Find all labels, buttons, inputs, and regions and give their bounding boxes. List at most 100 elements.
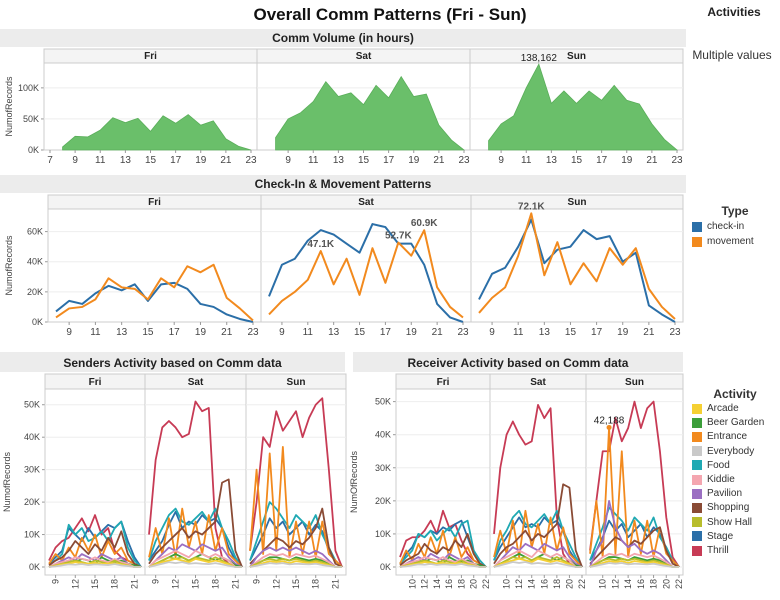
senders-ytick-label: 10K	[24, 530, 40, 540]
comm-volume-sun-xtick-label: 11	[521, 155, 532, 166]
checkin-sat-xtick-label: 19	[406, 327, 418, 338]
checkin-sat-xtick-label: 23	[457, 327, 469, 338]
activity-legend-item[interactable]: Show Hall	[692, 517, 752, 528]
type-legend-label: movement	[707, 236, 754, 247]
senders-sun-everybody-line	[249, 562, 342, 568]
senders-sun-kiddie-line	[249, 553, 342, 568]
comm-volume-sun-xtick-label: 23	[671, 155, 683, 166]
senders-ylabel: NumofRecords	[2, 451, 12, 512]
activities-filter-value[interactable]: Multiple values	[692, 48, 771, 62]
senders-sat-entrance-line	[148, 507, 243, 568]
checkin-fri-movement-line	[55, 263, 254, 322]
activity-legend-item[interactable]: Arcade	[692, 403, 739, 414]
comm-volume-sat-xtick-label: 13	[333, 155, 345, 166]
comm-volume-sun-xtick-label: 17	[596, 155, 608, 166]
activity-legend-label: Kiddie	[707, 474, 735, 485]
activity-swatch	[692, 431, 702, 442]
receivers-sat-xtick-label: 16	[539, 579, 549, 589]
checkin-sat-xtick-label: 15	[354, 327, 366, 338]
senders-fri-xtick-label: 15	[90, 579, 100, 589]
comm-volume-ylabel: NumofRecords	[4, 76, 14, 137]
senders-title-bg	[0, 352, 345, 372]
checkin-sun-xtick-label: 13	[539, 327, 551, 338]
checkin-ytick-label: 60K	[27, 227, 43, 237]
comm-volume-sun-xtick-label: 9	[498, 155, 504, 166]
senders-sun-xtick-label: 9	[252, 579, 262, 584]
activity-legend-item[interactable]: Kiddie	[692, 474, 735, 485]
checkin-sat-movement-line	[268, 229, 464, 319]
comm-volume-fri-header: Fri	[144, 51, 157, 62]
receivers-sun-xtick-label: 14	[623, 579, 633, 589]
senders-ytick-label: 50K	[24, 400, 40, 410]
senders-sat-xtick-label: 21	[230, 579, 240, 589]
checkin-ytick-label: 40K	[27, 257, 43, 267]
comm-volume-sun-xtick-label: 13	[546, 155, 558, 166]
comm-volume-sun-header: Sun	[567, 51, 586, 62]
checkin-sat-check-in-line	[268, 223, 464, 323]
checkin-sat-header: Sat	[358, 197, 374, 208]
receivers-sun-everybody-line	[589, 562, 679, 568]
checkin-sat-xtick-label: 21	[432, 327, 444, 338]
comm-volume-fri-xtick-label: 17	[170, 155, 182, 166]
activity-legend-item[interactable]: Thrill	[692, 545, 729, 556]
receivers-fri-xtick-label: 22	[481, 579, 491, 589]
receivers-fri-xtick-label: 18	[456, 579, 466, 589]
activity-swatch	[692, 531, 702, 542]
checkin-fri-check-in-line	[55, 281, 254, 323]
receivers-sat-xtick-label: 14	[527, 579, 537, 589]
senders-ytick-label: 0K	[29, 562, 40, 572]
type-legend-item-movement[interactable]: movement	[692, 236, 754, 247]
comm-volume-fri-xtick-label: 13	[120, 155, 132, 166]
checkin-fri-xtick-label: 13	[116, 327, 128, 338]
checkin-ytick-label: 0K	[32, 317, 43, 327]
activity-legend-label: Show Hall	[707, 516, 753, 528]
checkin-title: Check-In & Movement Patterns	[255, 177, 432, 191]
activity-legend-item[interactable]: Entrance	[692, 431, 747, 442]
activity-legend-label: Everybody	[707, 445, 755, 457]
activity-legend-item[interactable]: Everybody	[692, 446, 754, 457]
senders-fri-thrill-line	[48, 514, 142, 568]
activity-legend-item[interactable]: Beer Garden	[692, 417, 764, 428]
receivers-title: Receiver Activity based on Comm data	[408, 356, 629, 370]
receivers-title-bg	[353, 352, 683, 372]
activity-legend-title: Activity	[713, 387, 757, 401]
senders-sun-pavilion-line	[249, 546, 342, 568]
comm-volume-sun-xtick-label: 15	[571, 155, 583, 166]
checkin-fri-xtick-label: 19	[195, 327, 207, 338]
receivers-fri-xtick-label: 10	[407, 579, 417, 589]
senders-sat-header: Sat	[188, 377, 204, 388]
checkin-sun-xtick-label: 11	[513, 327, 524, 338]
comm-volume-sun-xtick-label: 21	[646, 155, 658, 166]
senders-sun-shopping-line	[249, 507, 343, 568]
comm-volume-sat-xtick-label: 15	[358, 155, 370, 166]
activity-legend-item[interactable]: Food	[692, 460, 730, 471]
activity-legend-label: Beer Garden	[707, 417, 765, 429]
receivers-fri-header: Fri	[437, 377, 450, 388]
activity-legend-item[interactable]: Pavilion	[692, 488, 742, 499]
activity-legend-item[interactable]: Stage	[692, 531, 733, 542]
checkin-sun-movement-line	[478, 212, 676, 320]
comm-volume-title-bg	[0, 29, 686, 47]
receivers-fri-thrill-line	[399, 509, 487, 568]
receivers-sun-annotation: 42,188	[594, 415, 625, 426]
receivers-sun-show-hall-line	[589, 557, 679, 568]
senders-sun-header: Sun	[287, 377, 306, 388]
comm-volume-sat-xtick-label: 11	[308, 155, 319, 166]
receivers-sat-xtick-label: 20	[564, 579, 574, 589]
checkin-ylabel: NumofRecords	[4, 235, 14, 296]
senders-ytick-label: 20K	[24, 497, 40, 507]
senders-fri-xtick-label: 9	[51, 579, 61, 584]
type-legend-item-check-in[interactable]: check-in	[692, 221, 744, 232]
receivers-sat-xtick-label: 18	[552, 579, 562, 589]
senders-fri-food-line	[48, 520, 142, 568]
checkin-sun-xtick-label: 15	[565, 327, 577, 338]
receivers-ytick-label: 0K	[380, 562, 391, 572]
receivers-sun-xtick-label: 22	[674, 579, 684, 589]
checkin-sun-xtick-label: 19	[617, 327, 629, 338]
receivers-fri-everybody-line	[399, 563, 486, 568]
comm-volume-fri-area	[62, 114, 252, 151]
activity-swatch	[692, 502, 702, 513]
activity-legend-item[interactable]: Shopping	[692, 502, 749, 513]
activity-swatch	[692, 417, 702, 428]
comm-volume-sun-area	[488, 63, 679, 151]
